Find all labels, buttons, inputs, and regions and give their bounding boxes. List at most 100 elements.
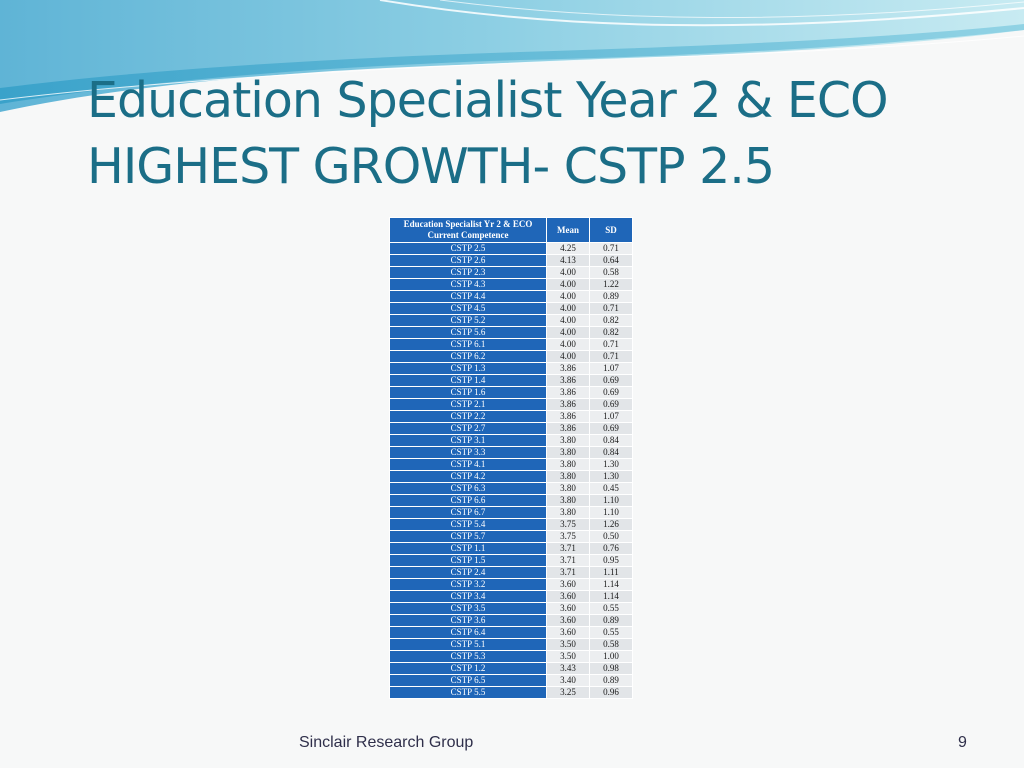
table-row: CSTP 3.4 3.60 1.14 [389,590,633,603]
competence-header-line-2: Current Competence [427,230,509,240]
mean-cell: 3.80 [546,470,590,483]
sd-cell: 1.14 [589,590,633,603]
mean-cell: 4.13 [546,254,590,267]
competence-column-header: Education Specialist Yr 2 & ECO Current … [389,217,547,243]
competence-label-cell: CSTP 5.1 [389,638,547,651]
sd-cell: 0.89 [589,614,633,627]
footer-text: Sinclair Research Group [299,734,474,751]
competence-label-cell: CSTP 1.3 [389,362,547,375]
competence-label-cell: CSTP 5.2 [389,314,547,327]
sd-cell: 1.10 [589,506,633,519]
sd-cell: 1.07 [589,410,633,423]
mean-cell: 4.00 [546,290,590,303]
sd-cell: 0.50 [589,530,633,543]
sd-column-header: SD [589,217,633,243]
mean-cell: 3.80 [546,434,590,447]
table-row: CSTP 2.5 4.25 0.71 [389,242,633,255]
table-row: CSTP 5.3 3.50 1.00 [389,650,633,663]
table-row: CSTP 4.4 4.00 0.89 [389,290,633,303]
table-row: CSTP 2.1 3.86 0.69 [389,398,633,411]
competence-label-cell: CSTP 6.2 [389,350,547,363]
mean-cell: 3.86 [546,362,590,375]
mean-cell: 3.86 [546,398,590,411]
competence-label-cell: CSTP 2.4 [389,566,547,579]
sd-cell: 0.45 [589,482,633,495]
table-header-row: Education Specialist Yr 2 & ECO Current … [389,217,633,243]
table-row: CSTP 5.2 4.00 0.82 [389,314,633,327]
competence-label-cell: CSTP 1.6 [389,386,547,399]
table-row: CSTP 2.4 3.71 1.11 [389,566,633,579]
mean-cell: 3.60 [546,578,590,591]
sd-cell: 0.82 [589,326,633,339]
mean-cell: 3.60 [546,590,590,603]
decorative-wave-banner [0,0,1024,112]
table-row: CSTP 1.6 3.86 0.69 [389,386,633,399]
sd-cell: 1.30 [589,458,633,471]
table-row: CSTP 4.5 4.00 0.71 [389,302,633,315]
competence-label-cell: CSTP 5.3 [389,650,547,663]
mean-cell: 3.71 [546,554,590,567]
mean-cell: 3.80 [546,458,590,471]
competence-label-cell: CSTP 6.4 [389,626,547,639]
sd-cell: 0.69 [589,398,633,411]
mean-column-header: Mean [546,217,590,243]
table-row: CSTP 1.4 3.86 0.69 [389,374,633,387]
competence-label-cell: CSTP 1.4 [389,374,547,387]
sd-cell: 0.58 [589,266,633,279]
sd-cell: 0.96 [589,686,633,699]
mean-cell: 4.00 [546,350,590,363]
table-row: CSTP 3.2 3.60 1.14 [389,578,633,591]
mean-cell: 3.60 [546,626,590,639]
competence-label-cell: CSTP 3.5 [389,602,547,615]
competence-label-cell: CSTP 2.3 [389,266,547,279]
competence-label-cell: CSTP 5.7 [389,530,547,543]
sd-cell: 0.58 [589,638,633,651]
competence-label-cell: CSTP 5.5 [389,686,547,699]
mean-cell: 3.71 [546,566,590,579]
competence-label-cell: CSTP 4.3 [389,278,547,291]
mean-cell: 3.80 [546,506,590,519]
competence-label-cell: CSTP 2.5 [389,242,547,255]
mean-cell: 3.40 [546,674,590,687]
sd-cell: 0.55 [589,602,633,615]
competence-label-cell: CSTP 3.3 [389,446,547,459]
mean-cell: 3.60 [546,614,590,627]
sd-cell: 0.69 [589,386,633,399]
mean-cell: 3.86 [546,422,590,435]
mean-cell: 3.25 [546,686,590,699]
page-number: 9 [958,734,967,751]
sd-cell: 0.71 [589,302,633,315]
competence-label-cell: CSTP 1.5 [389,554,547,567]
table-row: CSTP 6.1 4.00 0.71 [389,338,633,351]
competence-label-cell: CSTP 5.6 [389,326,547,339]
table-row: CSTP 1.5 3.71 0.95 [389,554,633,567]
competence-label-cell: CSTP 3.6 [389,614,547,627]
table-row: CSTP 3.3 3.80 0.84 [389,446,633,459]
competence-label-cell: CSTP 2.7 [389,422,547,435]
sd-cell: 1.00 [589,650,633,663]
table-row: CSTP 5.7 3.75 0.50 [389,530,633,543]
sd-cell: 1.26 [589,518,633,531]
sd-cell: 0.84 [589,446,633,459]
competence-label-cell: CSTP 1.1 [389,542,547,555]
sd-cell: 0.71 [589,242,633,255]
slide-title: Education Specialist Year 2 & ECO HIGHES… [87,68,987,200]
table-row: CSTP 2.2 3.86 1.07 [389,410,633,423]
sd-cell: 1.30 [589,470,633,483]
table-row: CSTP 3.1 3.80 0.84 [389,434,633,447]
competence-label-cell: CSTP 4.1 [389,458,547,471]
sd-cell: 0.76 [589,542,633,555]
sd-cell: 1.07 [589,362,633,375]
mean-cell: 3.80 [546,482,590,495]
table-row: CSTP 6.4 3.60 0.55 [389,626,633,639]
sd-cell: 1.11 [589,566,633,579]
mean-cell: 3.71 [546,542,590,555]
competence-label-cell: CSTP 2.2 [389,410,547,423]
sd-cell: 0.69 [589,422,633,435]
competence-label-cell: CSTP 4.2 [389,470,547,483]
sd-cell: 0.69 [589,374,633,387]
competence-label-cell: CSTP 3.2 [389,578,547,591]
competence-label-cell: CSTP 6.1 [389,338,547,351]
table-row: CSTP 3.6 3.60 0.89 [389,614,633,627]
mean-cell: 3.75 [546,518,590,531]
